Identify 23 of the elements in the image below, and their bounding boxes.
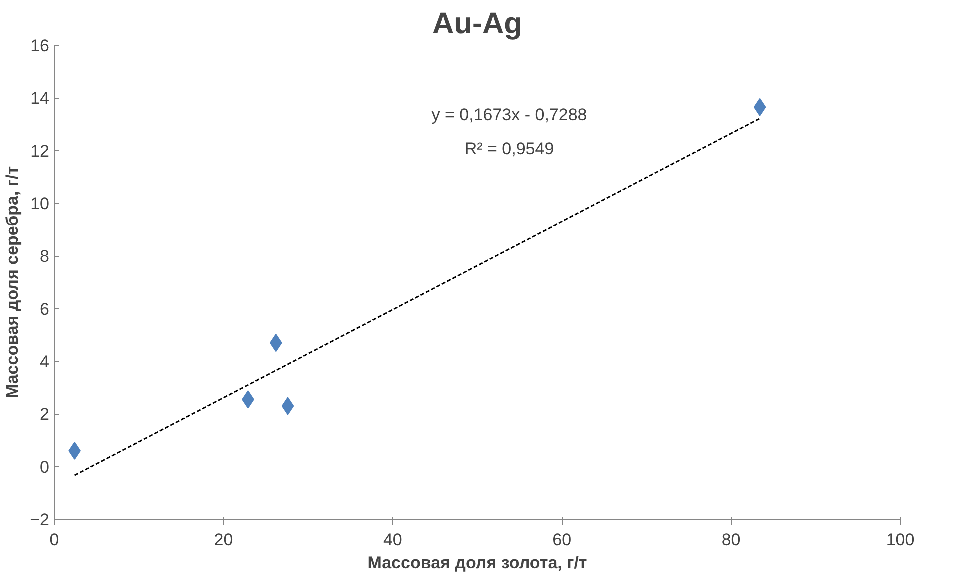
y-axis-title: Массовая доля серебра, г/т bbox=[3, 166, 22, 399]
y-tick-label: 16 bbox=[30, 36, 50, 56]
y-tick-label: 12 bbox=[30, 142, 50, 161]
annotation: R² = 0,9549 bbox=[464, 140, 554, 158]
y-tick-label: −2 bbox=[30, 510, 50, 530]
y-tick-label: 6 bbox=[40, 300, 50, 319]
point bbox=[754, 98, 766, 116]
point bbox=[282, 397, 294, 416]
y-tick-label: 4 bbox=[40, 352, 50, 372]
y-tick-label: 2 bbox=[40, 405, 50, 424]
chart-title: Au-Ag bbox=[432, 8, 522, 40]
x-tick-label: 60 bbox=[552, 530, 572, 550]
x-tick-label: 100 bbox=[886, 530, 915, 550]
point bbox=[270, 334, 282, 352]
annotation: y = 0,1673x - 0,7288 bbox=[432, 106, 588, 124]
x-tick-label: 40 bbox=[383, 530, 402, 550]
x-tick-label: 80 bbox=[722, 530, 741, 550]
y-tick-label: 0 bbox=[40, 458, 50, 477]
y-tick-label: 14 bbox=[30, 89, 50, 108]
y-tick-label: 8 bbox=[40, 247, 50, 266]
x-tick-label: 20 bbox=[214, 530, 234, 550]
x-axis-title: Массовая доля золота, г/т bbox=[368, 554, 588, 572]
y-tick-label: 10 bbox=[30, 194, 50, 214]
